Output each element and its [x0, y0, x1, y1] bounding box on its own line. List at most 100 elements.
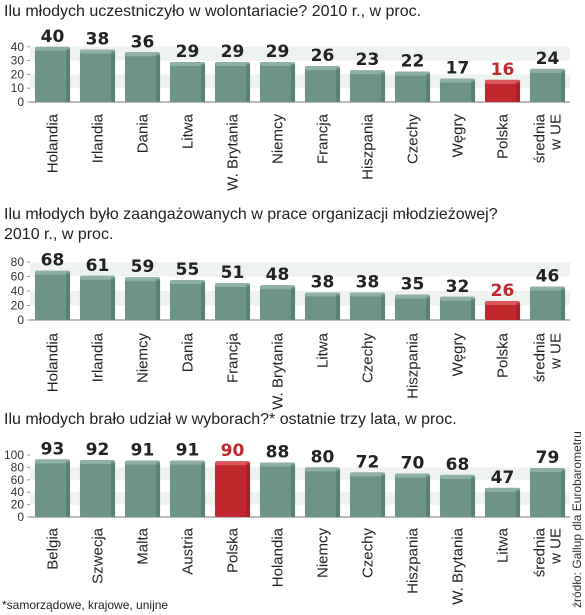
bar-top	[394, 294, 431, 299]
data-label: 38	[356, 272, 380, 292]
x-tick-label: Hiszpania	[405, 332, 422, 399]
bar	[439, 474, 476, 517]
bar	[394, 71, 431, 102]
bar-top	[529, 68, 566, 73]
x-tick-label: Czechy	[405, 114, 422, 165]
y-tick-label: 0	[17, 313, 24, 327]
x-tick-label-line: Szwecja	[90, 527, 107, 584]
x-tick-label-line: średnia	[532, 527, 549, 577]
bar	[304, 467, 341, 517]
x-tick-label-line: Czechy	[405, 114, 422, 165]
data-label: 68	[41, 251, 65, 271]
bar-shade	[201, 462, 206, 517]
bar	[484, 487, 521, 517]
data-label: 40	[41, 27, 65, 47]
bar	[259, 462, 296, 517]
bar-shade	[156, 279, 161, 320]
x-tick-label: W. Brytania	[270, 332, 287, 409]
bar-shade	[156, 54, 161, 102]
bar-top	[394, 71, 431, 76]
chart-title-volunteering: Ilu młodych uczestniczyło w wolontariaci…	[4, 3, 422, 20]
data-label: 91	[176, 441, 200, 461]
x-tick-label: średnia w UE	[532, 113, 565, 163]
bar-shade	[426, 296, 431, 320]
bar	[529, 68, 566, 102]
x-tick-label: Czechy	[360, 528, 377, 579]
x-tick-label: Francja	[315, 113, 332, 164]
bar	[214, 61, 251, 102]
bar	[349, 292, 386, 320]
y-tick-label: 0	[17, 510, 24, 524]
x-tick-label-line: Malta	[135, 527, 152, 564]
y-tick-label: 60	[11, 270, 25, 284]
x-tick-label: Francja	[225, 332, 242, 383]
data-label: 32	[446, 277, 470, 297]
bar-top	[34, 46, 71, 51]
x-tick-label: W. Brytania	[450, 527, 467, 604]
data-label: 88	[266, 442, 290, 462]
bar-top	[349, 70, 386, 75]
x-tick-label: Węgry	[450, 114, 467, 158]
x-tick-label-line: W. Brytania	[225, 113, 242, 190]
bar	[79, 275, 116, 320]
data-label: 24	[536, 49, 560, 69]
x-tick-label: Hiszpania	[360, 113, 377, 180]
x-tick-label-line: Hiszpania	[405, 332, 422, 399]
x-tick-label-line: Francja	[225, 332, 242, 383]
x-tick-label: Węgry	[450, 333, 467, 377]
data-label: 35	[401, 275, 425, 295]
x-tick-label: Holandia	[45, 113, 62, 173]
bar-shade	[111, 461, 116, 517]
bar-top	[484, 79, 521, 84]
bar-shade	[426, 73, 431, 102]
x-tick-label: Czechy	[360, 333, 377, 384]
bar	[439, 78, 476, 102]
bar	[169, 280, 206, 320]
bar-top	[439, 296, 476, 301]
x-tick-label-line: średnia	[532, 332, 549, 382]
bar-top	[484, 487, 521, 492]
bar	[34, 270, 71, 320]
y-tick-label: 40	[11, 284, 25, 298]
data-label: 55	[176, 260, 200, 280]
bar	[79, 459, 116, 517]
x-tick-label-line: Austria	[180, 527, 197, 574]
bar-shade	[516, 489, 521, 517]
bar-top	[304, 292, 341, 297]
bar-top	[394, 473, 431, 478]
data-label: 59	[131, 257, 155, 277]
bar	[394, 473, 431, 517]
bar-shade	[246, 285, 251, 320]
bar-shade	[291, 464, 296, 517]
x-tick-label-line: Litwa	[495, 527, 512, 563]
data-label: 17	[446, 59, 470, 79]
data-label: 72	[356, 452, 380, 472]
bar	[169, 61, 206, 102]
x-tick-label-line: Niemcy	[315, 528, 332, 579]
x-tick-label-line: Niemcy	[270, 114, 287, 165]
x-tick-label: Hiszpania	[405, 527, 422, 594]
bar-top	[214, 283, 251, 288]
bar-top	[304, 66, 341, 71]
x-tick-label-line: Litwa	[315, 332, 332, 368]
bar	[79, 49, 116, 102]
x-tick-label: Szwecja	[90, 527, 107, 584]
background-band	[30, 46, 570, 61]
bar-shade	[381, 72, 386, 102]
bar-top	[34, 459, 71, 464]
bar-top	[124, 277, 161, 282]
y-tick-label: 80	[11, 460, 25, 474]
bar	[214, 283, 251, 320]
bar-shade	[156, 462, 161, 517]
data-label: 91	[131, 441, 155, 461]
bar-top	[124, 460, 161, 465]
source-note: źródło: Gallup dla Eurobarometru	[570, 431, 584, 608]
data-label: 79	[536, 448, 560, 468]
x-tick-label-line: Węgry	[450, 114, 467, 158]
data-label: 93	[41, 439, 65, 459]
data-label: 26	[311, 46, 335, 66]
bar-shade	[246, 463, 251, 517]
bar	[214, 461, 251, 517]
x-tick-label-line: Belgia	[45, 527, 62, 569]
bar-top	[349, 292, 386, 297]
